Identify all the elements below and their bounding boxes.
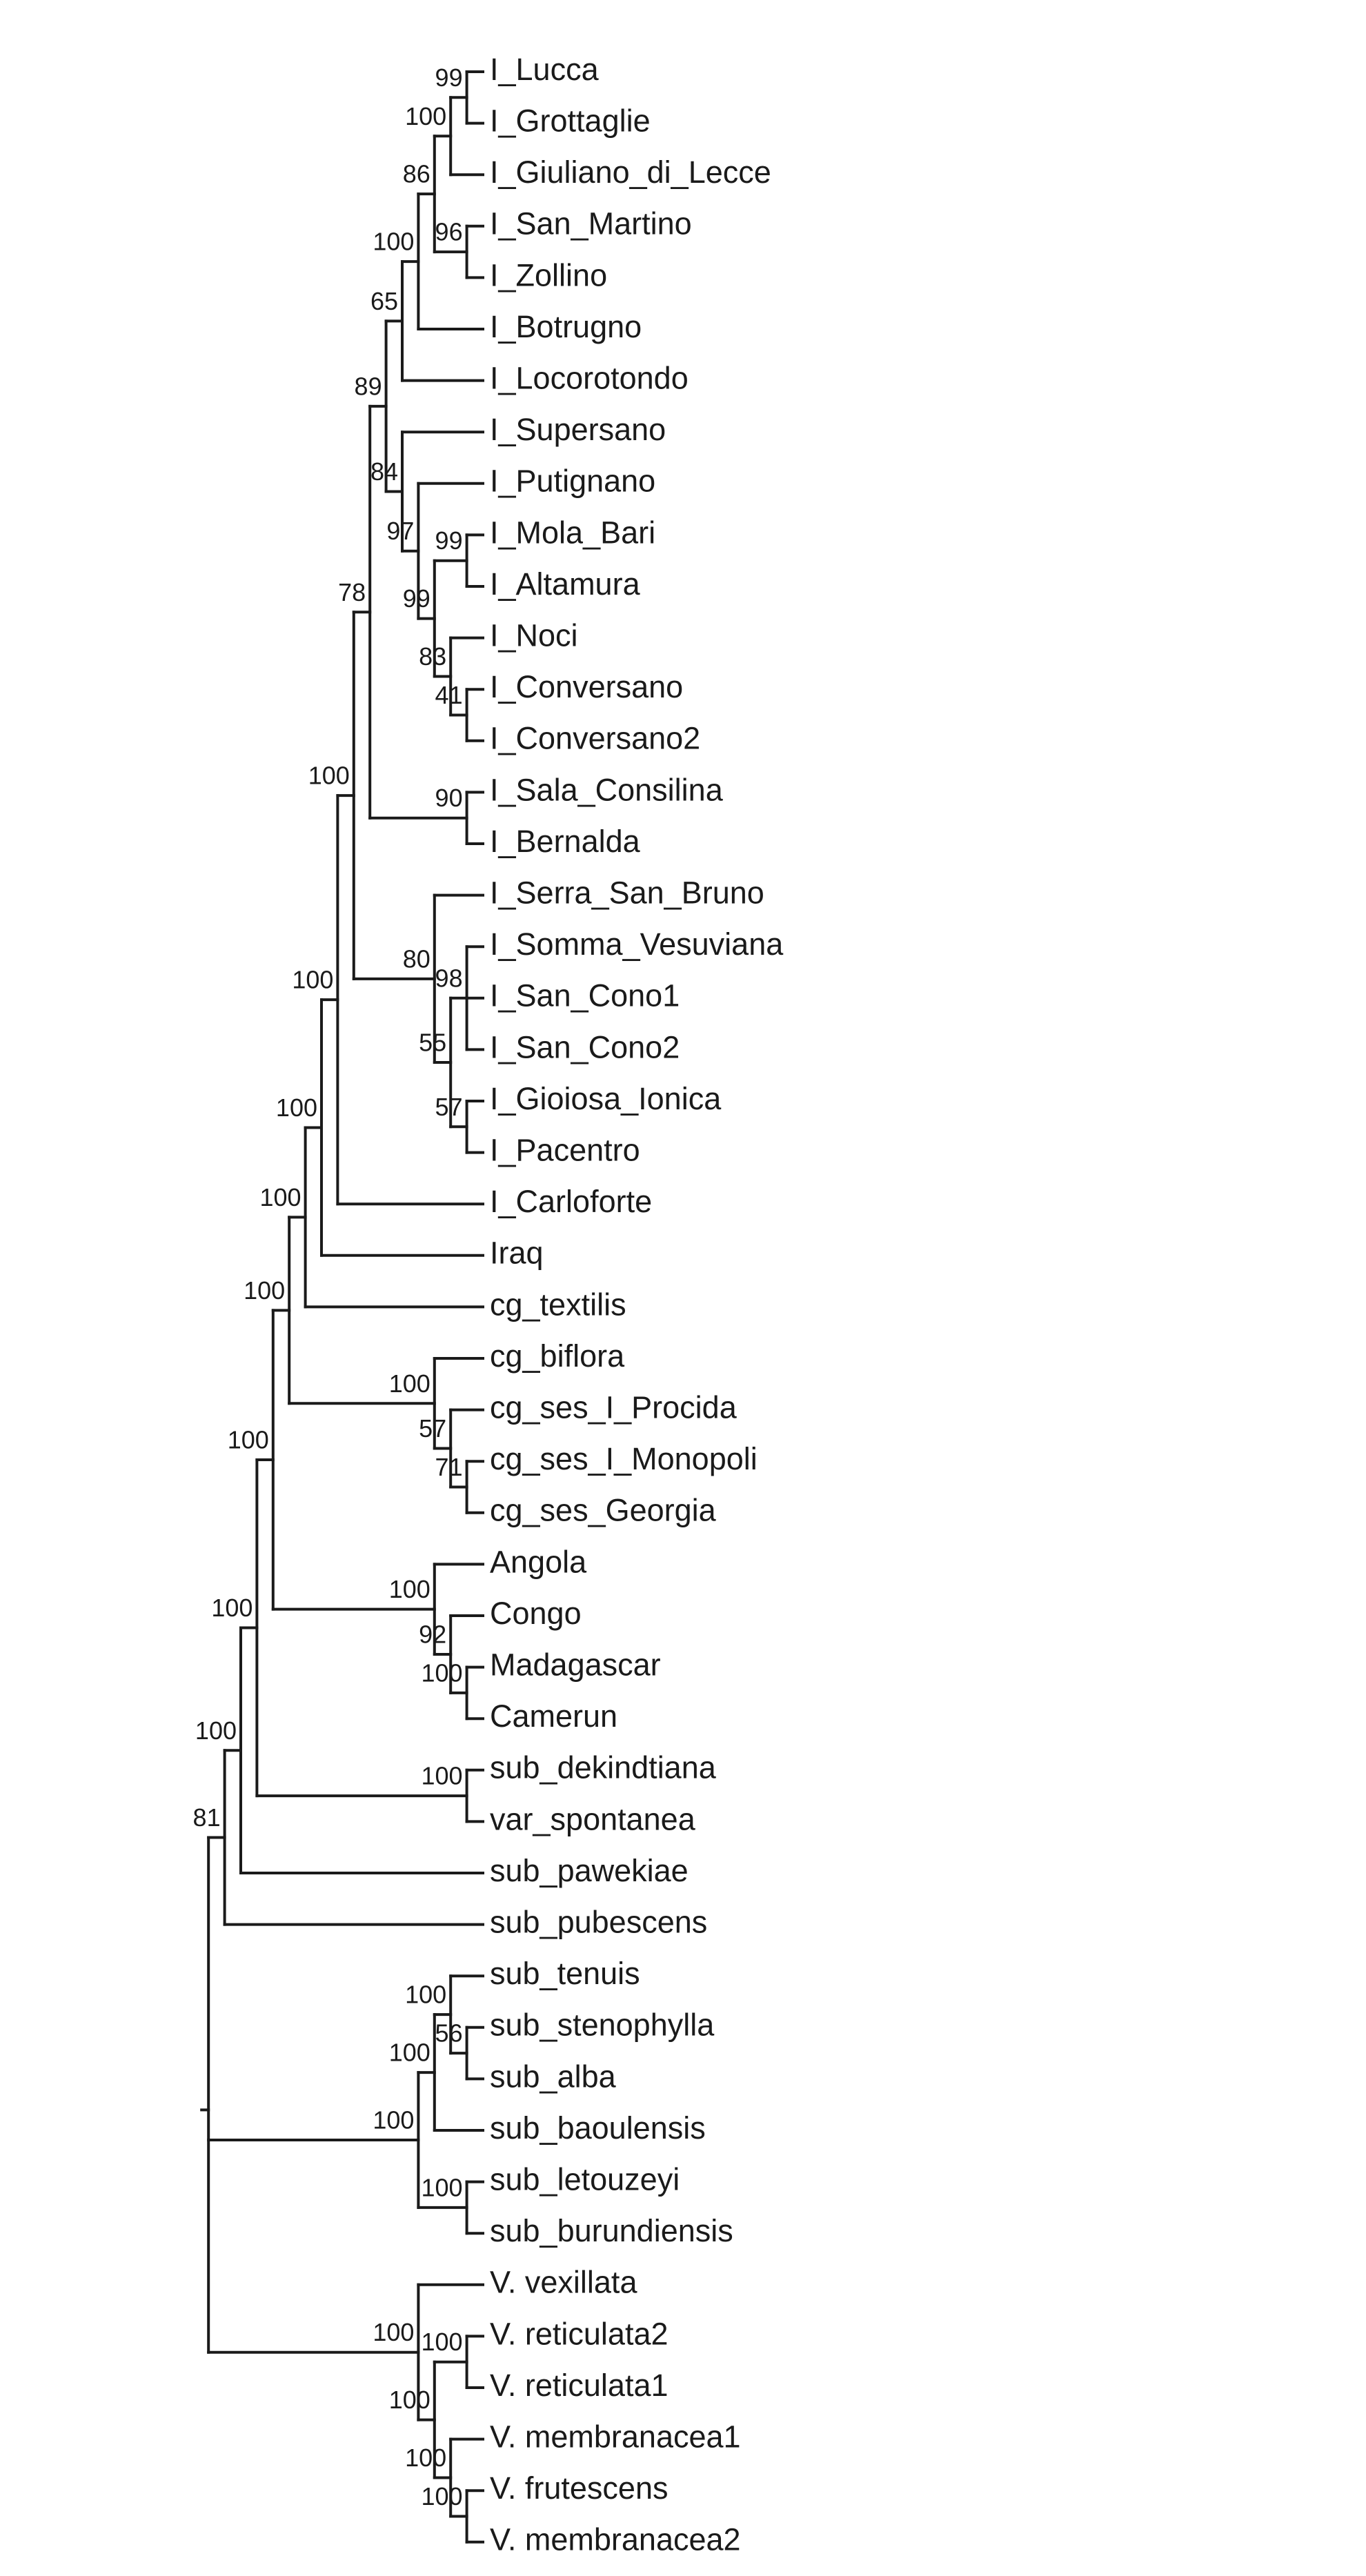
bootstrap-support-value: 99 (403, 584, 430, 613)
bootstrap-support-value: 90 (435, 784, 463, 812)
bootstrap-support-value: 97 (386, 517, 414, 545)
taxon-label: I_Pacentro (490, 1132, 640, 1167)
taxon-label: I_Sala_Consilina (490, 772, 724, 807)
taxon-label: Iraq (490, 1236, 544, 1271)
bootstrap-support-value: 100 (389, 1575, 430, 1603)
taxon-label: cg_ses_Georgia (490, 1493, 717, 1528)
bootstrap-support-value: 100 (422, 2482, 463, 2510)
bootstrap-support-value: 100 (228, 1426, 269, 1454)
bootstrap-support-value: 100 (308, 762, 350, 790)
taxon-label: I_San_Cono1 (490, 978, 680, 1013)
taxon-label: I_Putignano (490, 464, 655, 499)
taxon-label: cg_biflora (490, 1338, 625, 1374)
bootstrap-support-value: 83 (419, 642, 446, 671)
taxon-label: cg_ses_I_Procida (490, 1389, 738, 1425)
bootstrap-support-value: 99 (435, 63, 463, 92)
bootstrap-support-value: 78 (338, 578, 366, 606)
bootstrap-support-value: 100 (389, 1369, 430, 1398)
bootstrap-support-value: 100 (260, 1183, 301, 1211)
bootstrap-support-value: 100 (405, 102, 446, 130)
taxon-label: I_Grottaglie (490, 103, 651, 138)
taxon-label: I_Serra_San_Bruno (490, 875, 764, 910)
taxon-label: V. reticulata2 (490, 2316, 669, 2351)
bootstrap-support-value: 89 (355, 372, 382, 400)
taxon-label: cg_textilis (490, 1287, 626, 1322)
taxon-label: sub_pawekiae (490, 1853, 689, 1888)
bootstrap-support-value: 86 (403, 160, 430, 188)
bootstrap-support-value: 100 (373, 2318, 414, 2346)
taxon-label: sub_dekindtiana (490, 1750, 717, 1785)
taxon-label: Camerun (490, 1698, 617, 1734)
bootstrap-support-value: 100 (244, 1276, 285, 1305)
bootstrap-support-value: 100 (422, 2173, 463, 2201)
taxon-label: V. vexillata (490, 2265, 637, 2300)
taxon-label: V. membranacea2 (490, 2522, 741, 2557)
taxon-label: I_Locorotondo (490, 360, 689, 395)
taxon-label: I_Botrugno (490, 309, 642, 344)
bootstrap-support-value: 100 (389, 2386, 430, 2414)
taxon-label: I_Bernalda (490, 824, 641, 859)
taxon-label: I_Conversano2 (490, 721, 700, 756)
taxon-label: I_Gioiosa_Ionica (490, 1081, 722, 1116)
taxon-label: I_Carloforte (490, 1184, 652, 1219)
taxon-label: sub_tenuis (490, 1956, 640, 1991)
bootstrap-support-value: 57 (419, 1414, 446, 1443)
taxon-label: I_Noci (490, 617, 578, 653)
tree-branches (200, 70, 484, 2544)
taxon-label: V. frutescens (490, 2470, 669, 2506)
taxon-label: I_Giuliano_di_Lecce (490, 155, 771, 190)
taxon-label: sub_alba (490, 2059, 617, 2094)
taxon-label: I_Mola_Bari (490, 515, 655, 550)
bootstrap-support-value: 100 (211, 1594, 253, 1622)
bootstrap-support-value: 55 (419, 1029, 446, 1057)
taxon-label: sub_burundiensis (490, 2213, 733, 2248)
taxon-label: I_Zollino (490, 257, 607, 293)
taxon-label: cg_ses_I_Monopoli (490, 1441, 758, 1476)
bootstrap-support-value: 100 (389, 2039, 430, 2067)
taxon-label: sub_pubescens (490, 1904, 707, 1939)
taxon-label: Angola (490, 1544, 587, 1579)
taxon-label: I_Somma_Vesuviana (490, 927, 784, 962)
bootstrap-support-value: 100 (373, 2106, 414, 2134)
taxon-label: Madagascar (490, 1647, 661, 1682)
bootstrap-support-value: 57 (435, 1093, 463, 1121)
bootstrap-support-value: 100 (405, 1981, 446, 2009)
taxon-label: I_San_Martino (490, 206, 692, 241)
taxon-label: I_San_Cono2 (490, 1029, 680, 1064)
bootstrap-support-value: 100 (422, 1762, 463, 1790)
taxon-label: I_Altamura (490, 566, 641, 602)
taxon-label: V. reticulata1 (490, 2368, 669, 2403)
taxon-label: I_Conversano (490, 669, 683, 704)
bootstrap-support-value: 100 (405, 2444, 446, 2472)
bootstrap-support-value: 100 (373, 228, 414, 256)
bootstrap-support-value: 65 (370, 287, 398, 315)
taxon-label: sub_stenophylla (490, 2008, 715, 2043)
bootstrap-support-value: 41 (435, 681, 463, 709)
bootstrap-support-value: 100 (422, 2328, 463, 2356)
bootstrap-support-value: 96 (435, 218, 463, 246)
bootstrap-support-value: 98 (435, 964, 463, 992)
taxon-label: I_Lucca (490, 52, 600, 87)
taxon-label: sub_letouzeyi (490, 2161, 680, 2197)
taxon-label: I_Supersano (490, 412, 666, 447)
bootstrap-support-value: 99 (435, 526, 463, 555)
taxon-label: V. membranacea1 (490, 2419, 741, 2454)
bootstrap-support-value: 80 (403, 944, 430, 973)
bootstrap-support-value: 81 (193, 1803, 221, 1832)
tree-labels: I_Lucca I_Grottaglie 99 I_Giuliano_di_Lecce… (193, 52, 784, 2557)
taxon-label: sub_baoulensis (490, 2110, 706, 2146)
bootstrap-support-value: 92 (419, 1620, 446, 1648)
bootstrap-support-value: 100 (195, 1716, 237, 1745)
bootstrap-support-value: 100 (422, 1658, 463, 1687)
taxon-label: var_spontanea (490, 1801, 696, 1836)
bootstrap-support-value: 71 (435, 1453, 463, 1481)
bootstrap-support-value: 56 (435, 2019, 463, 2048)
taxon-label: Congo (490, 1596, 582, 1631)
bootstrap-support-value: 100 (292, 966, 333, 994)
bootstrap-support-value: 100 (276, 1093, 317, 1122)
bootstrap-support-value: 84 (370, 457, 398, 486)
